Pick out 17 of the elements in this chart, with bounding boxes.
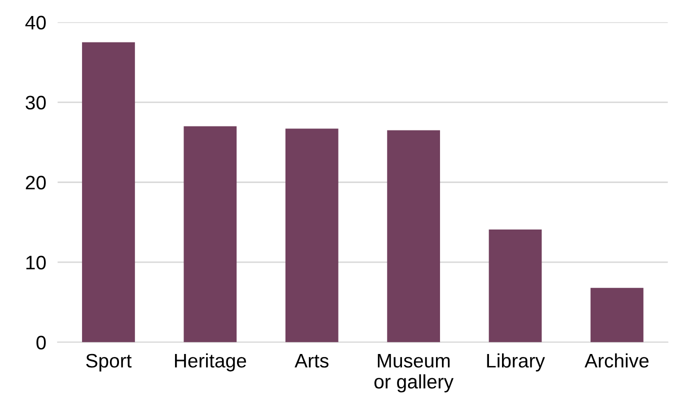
bar <box>488 229 542 342</box>
x-tick-label: Arts <box>294 354 328 368</box>
bar <box>184 126 237 342</box>
bar <box>590 288 644 342</box>
y-tick-label: 30 <box>26 96 46 110</box>
y-tick-label: 10 <box>26 256 46 270</box>
bar <box>82 42 135 342</box>
x-tick-label: Museum or gallery <box>374 354 454 392</box>
x-tick-label: Library <box>487 353 545 372</box>
y-tick-label: 0 <box>36 336 46 350</box>
x-tick-label: Sport <box>86 354 132 372</box>
y-tick-label: 20 <box>26 176 46 190</box>
x-tick-label: Heritage <box>175 353 246 372</box>
y-tick-label: 40 <box>25 16 46 30</box>
x-tick-label: Archive <box>584 353 649 368</box>
bar <box>285 128 338 342</box>
bar <box>387 130 440 342</box>
